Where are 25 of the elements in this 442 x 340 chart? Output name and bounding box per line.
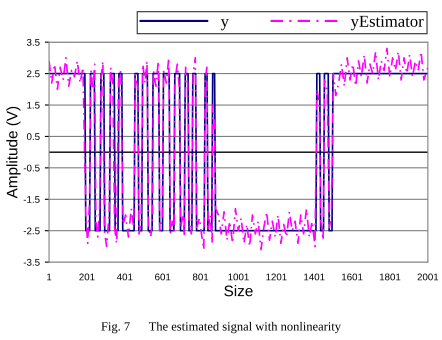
y-tick-label: -2.5: [24, 227, 40, 234]
x-tick-label: 201: [79, 274, 95, 280]
y-tick-label: 1.5: [27, 102, 40, 109]
x-tick-label: 1001: [228, 274, 249, 280]
line-series: [49, 48, 428, 250]
x-tick-label: 1601: [342, 274, 362, 280]
x-tick-label: 1: [47, 274, 52, 280]
y-tick-label: -3.5: [24, 258, 40, 266]
legend-label: yEstimator: [350, 16, 424, 30]
y-tick-label: 3.5: [26, 38, 40, 46]
x-tick-label: 1801: [380, 274, 400, 280]
x-tick-label: 2001: [418, 274, 438, 280]
y-tick-label: 2.5: [27, 70, 40, 78]
x-tick-label: 1201: [266, 274, 287, 280]
x-tick-label: 1401: [304, 274, 325, 280]
y-tick-label: -1.5: [24, 196, 40, 203]
y-axis-title: Amplitude (V): [6, 106, 21, 198]
x-tick-label: 801: [192, 274, 208, 280]
x-tick-label: 601: [155, 274, 170, 280]
x-tick-label: 401: [116, 274, 132, 280]
y-tick-label: -0.5: [24, 164, 40, 172]
legend-label: y: [220, 19, 229, 30]
y-tick-label: 0.5: [26, 133, 40, 140]
caption: Fig. 7 The estimated signal with nonlinearity: [101, 322, 341, 334]
x-axis-title: Size: [224, 285, 253, 296]
